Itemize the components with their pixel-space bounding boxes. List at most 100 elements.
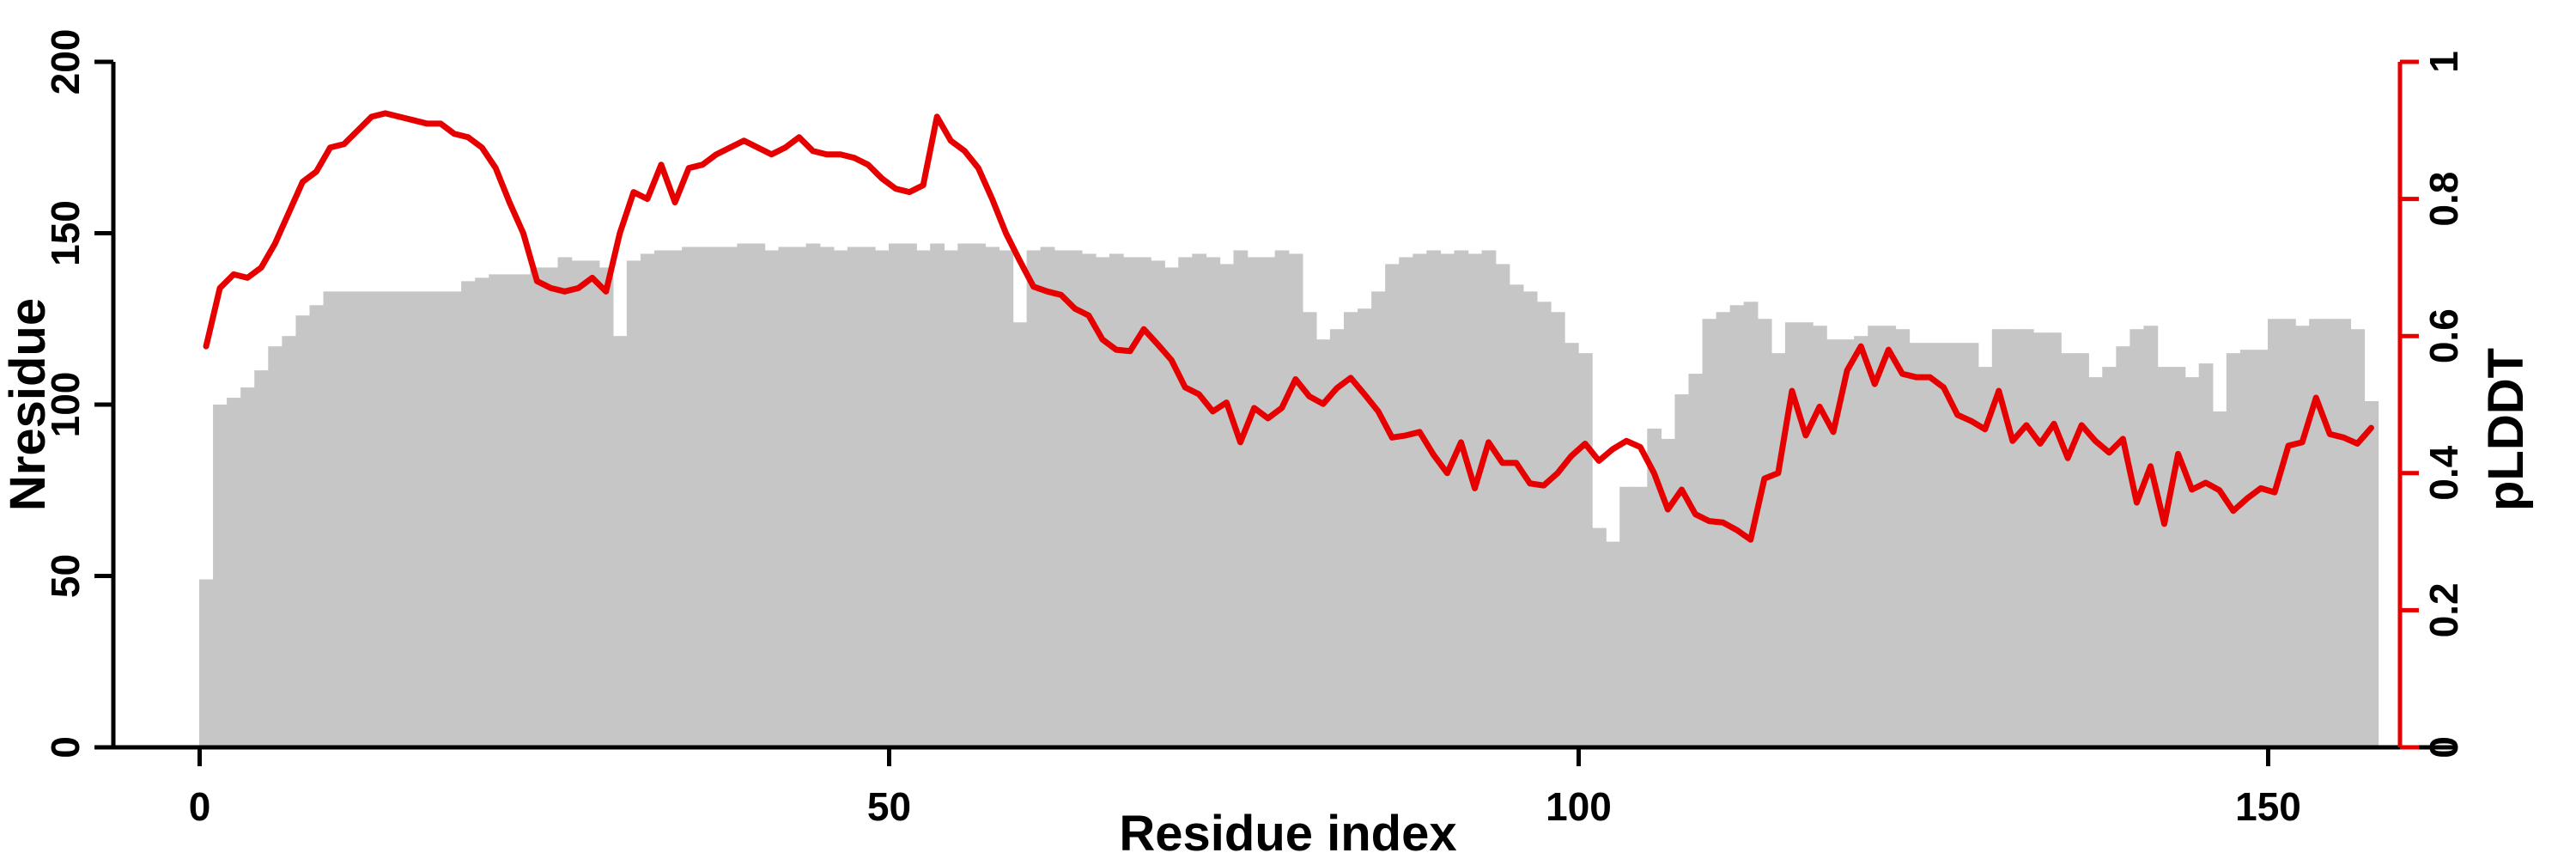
coverage-bar xyxy=(1481,250,1497,747)
coverage-bar xyxy=(1895,329,1911,747)
coverage-bar xyxy=(254,370,269,747)
coverage-bar xyxy=(2116,346,2131,747)
coverage-bar xyxy=(1454,250,1469,747)
coverage-bar xyxy=(653,250,669,747)
coverage-bar xyxy=(1564,343,1579,747)
right-tick-label: 0.6 xyxy=(2421,308,2466,363)
coverage-bar xyxy=(819,247,835,748)
coverage-bar xyxy=(626,260,641,747)
x-axis-title: Residue index xyxy=(1119,806,1456,859)
coverage-bar xyxy=(1661,438,1676,747)
coverage-bar xyxy=(792,247,807,748)
coverage-bar xyxy=(2350,329,2366,747)
coverage-bar xyxy=(902,243,917,748)
coverage-bar xyxy=(2268,319,2282,747)
coverage-bar xyxy=(1426,250,1442,747)
coverage-bar xyxy=(1329,329,1345,747)
coverage-bar xyxy=(999,250,1014,747)
coverage-bar xyxy=(985,247,1000,748)
coverage-bar xyxy=(1536,302,1552,747)
coverage-bar xyxy=(2212,411,2227,747)
coverage-bar xyxy=(1813,326,1827,747)
left-tick-label: 100 xyxy=(43,372,88,438)
coverage-bar xyxy=(723,247,738,748)
coverage-bar xyxy=(585,260,600,747)
coverage-bar xyxy=(323,291,338,748)
coverage-bar xyxy=(1978,367,1993,747)
coverage-bar xyxy=(2129,329,2145,747)
coverage-bar xyxy=(696,247,710,748)
coverage-bar xyxy=(2019,329,2034,747)
coverage-bar xyxy=(1923,343,1938,747)
coverage-bar xyxy=(392,291,407,748)
left-tick-label: 50 xyxy=(43,554,88,598)
coverage-bar xyxy=(2253,350,2269,747)
coverage-bar xyxy=(1054,250,1069,747)
coverage-bar xyxy=(1840,339,1855,747)
coverage-bar xyxy=(668,250,683,747)
coverage-bar xyxy=(2336,319,2352,747)
coverage-bar xyxy=(916,250,931,747)
coverage-bar xyxy=(1950,343,1965,747)
coverage-bar xyxy=(447,291,462,748)
coverage-bar xyxy=(957,243,973,748)
coverage-bar xyxy=(1936,343,1952,747)
coverage-bar xyxy=(874,250,890,747)
coverage-bar xyxy=(544,267,559,747)
coverage-bar xyxy=(750,243,766,748)
coverage-bar xyxy=(1358,308,1372,747)
coverage-bar xyxy=(860,247,876,748)
coverage-bar xyxy=(1633,486,1648,747)
coverage-bar xyxy=(1606,541,1620,747)
coverage-bar xyxy=(489,274,504,747)
coverage-bar xyxy=(1771,353,1786,747)
coverage-bar xyxy=(805,243,821,748)
coverage-bar xyxy=(364,291,380,748)
coverage-bar xyxy=(2198,363,2214,747)
coverage-bar xyxy=(1274,250,1290,747)
coverage-bar xyxy=(1881,326,1897,747)
coverage-bar xyxy=(640,253,655,747)
coverage-bar xyxy=(337,291,352,748)
coverage-bar xyxy=(1109,253,1124,747)
coverage-bar xyxy=(2061,353,2075,747)
coverage-bar xyxy=(405,291,421,748)
coverage-bar xyxy=(2143,326,2159,747)
coverage-bar xyxy=(1964,343,1979,747)
coverage-bar xyxy=(971,243,987,748)
coverage-bar xyxy=(268,346,283,747)
coverage-bar xyxy=(2309,319,2324,747)
coverage-bar xyxy=(1784,322,1800,747)
coverage-bar xyxy=(1716,312,1731,747)
plddt-line xyxy=(203,110,2374,543)
coverage-bar xyxy=(475,277,489,747)
coverage-bar xyxy=(1743,302,1759,747)
coverage-bar xyxy=(847,247,862,748)
coverage-bar xyxy=(709,247,724,748)
coverage-bar xyxy=(1026,250,1042,747)
coverage-bar xyxy=(2239,350,2255,747)
coverage-bar xyxy=(612,336,628,747)
coverage-bar xyxy=(1909,343,1924,747)
coverage-bar xyxy=(1040,247,1055,748)
coverage-bar xyxy=(1509,284,1524,748)
coverage-bar xyxy=(1495,264,1510,747)
coverage-bar xyxy=(1798,322,1814,747)
coverage-bar xyxy=(1467,253,1483,747)
coverage-bar xyxy=(2323,319,2337,747)
coverage-bar xyxy=(1592,527,1607,747)
coverage-bar xyxy=(240,387,255,747)
coverage-bar xyxy=(1647,428,1662,747)
coverage-bar xyxy=(1288,253,1303,747)
coverage-bar xyxy=(571,260,586,747)
coverage-bar xyxy=(2102,367,2117,747)
coverage-bar xyxy=(2157,367,2172,747)
coverage-bar xyxy=(2281,319,2296,747)
coverage-bar xyxy=(1095,257,1110,747)
coverage-bar xyxy=(282,336,297,747)
coverage-bar xyxy=(1123,257,1138,747)
coverage-bar xyxy=(1206,257,1221,747)
x-tick-label: 50 xyxy=(867,784,911,829)
